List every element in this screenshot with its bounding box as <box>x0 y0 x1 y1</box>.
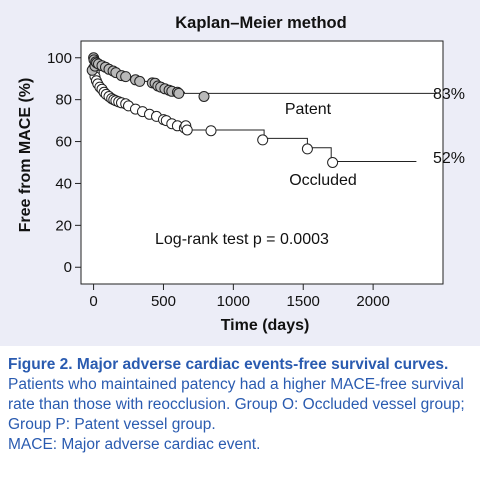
censor-marker-occluded <box>205 125 217 137</box>
y-tick-label: 0 <box>64 259 72 276</box>
censor-marker-patent <box>120 71 132 83</box>
censor-markers <box>86 52 339 168</box>
censor-marker-occluded <box>181 124 193 136</box>
censor-marker-patent <box>134 75 146 87</box>
x-axis-label: Time (days) <box>221 317 310 334</box>
censor-marker-patent <box>173 87 185 99</box>
censor-marker-patent <box>198 91 210 102</box>
x-tick-label: 1500 <box>287 293 320 310</box>
caption-figure-label: Figure 2. <box>8 356 73 373</box>
x-tick-label: 1000 <box>217 293 250 310</box>
figure-caption: Figure 2. Major adverse cardiac events-f… <box>0 346 480 486</box>
end-label-occluded: 52% <box>433 150 465 167</box>
caption-footnote: MACE: Major adverse cardiac event. <box>8 436 261 453</box>
end-label-patent: 83% <box>433 86 465 103</box>
log-rank-annotation: Log-rank test p = 0.0003 <box>155 231 329 248</box>
x-tick-label: 2000 <box>356 293 389 310</box>
y-axis-label: Free from MACE (%) <box>17 78 34 233</box>
caption-body: Patients who maintained patency had a hi… <box>8 376 465 433</box>
series-label-patent: Patent <box>285 101 332 118</box>
caption-title: Major adverse cardiac events-free surviv… <box>72 356 449 373</box>
censor-marker-occluded <box>301 143 313 155</box>
series-label-occluded: Occluded <box>289 172 357 189</box>
kaplan-meier-chart: Kaplan–Meier method 0 500 1000 1500 2000 0 20 4… <box>17 14 465 334</box>
x-tick-label: 500 <box>151 293 176 310</box>
y-tick-label: 100 <box>47 50 72 67</box>
axes: 0 500 1000 1500 2000 0 20 40 60 80 100 <box>47 50 390 310</box>
figure-panel: Kaplan–Meier method 0 500 1000 1500 2000 0 20 4… <box>0 0 480 346</box>
y-tick-label: 40 <box>55 175 72 192</box>
y-tick-label: 20 <box>55 217 72 234</box>
y-tick-label: 80 <box>55 92 72 109</box>
chart-title: Kaplan–Meier method <box>175 14 346 32</box>
censor-marker-occluded <box>327 157 339 168</box>
censor-marker-occluded <box>257 134 269 146</box>
y-tick-label: 60 <box>55 134 72 151</box>
x-tick-label: 0 <box>89 293 97 310</box>
